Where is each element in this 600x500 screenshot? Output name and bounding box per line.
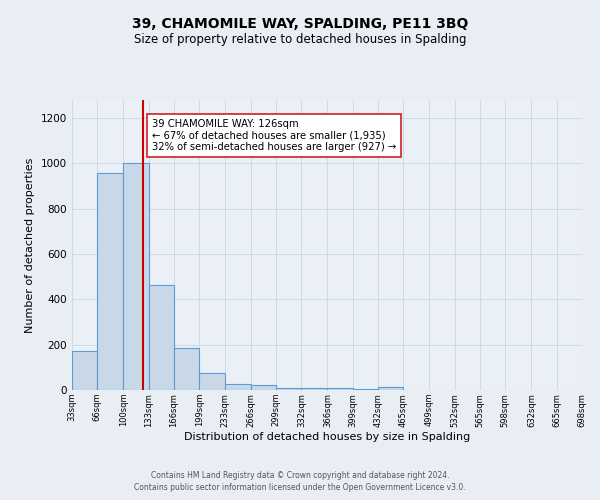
Bar: [199, 373, 226, 390]
Bar: [149, 284, 174, 390]
Text: Contains HM Land Registry data © Crown copyright and database right 2024.: Contains HM Land Registry data © Crown c…: [151, 471, 449, 480]
Text: 39 CHAMOMILE WAY: 126sqm
← 67% of detached houses are smaller (1,935)
32% of sem: 39 CHAMOMILE WAY: 126sqm ← 67% of detach…: [152, 120, 396, 152]
Bar: [72, 352, 97, 390]
Bar: [301, 388, 328, 390]
Bar: [251, 386, 276, 390]
Bar: [328, 388, 353, 390]
Bar: [378, 388, 403, 390]
Bar: [276, 388, 301, 390]
X-axis label: Distribution of detached houses by size in Spalding: Distribution of detached houses by size …: [184, 432, 470, 442]
Text: Contains public sector information licensed under the Open Government Licence v3: Contains public sector information licen…: [134, 483, 466, 492]
Y-axis label: Number of detached properties: Number of detached properties: [25, 158, 35, 332]
Text: 39, CHAMOMILE WAY, SPALDING, PE11 3BQ: 39, CHAMOMILE WAY, SPALDING, PE11 3BQ: [132, 18, 468, 32]
Bar: [97, 172, 124, 390]
Bar: [124, 164, 149, 390]
Bar: [174, 348, 199, 390]
Text: Size of property relative to detached houses in Spalding: Size of property relative to detached ho…: [134, 32, 466, 46]
Bar: [226, 384, 251, 390]
Bar: [353, 389, 378, 390]
